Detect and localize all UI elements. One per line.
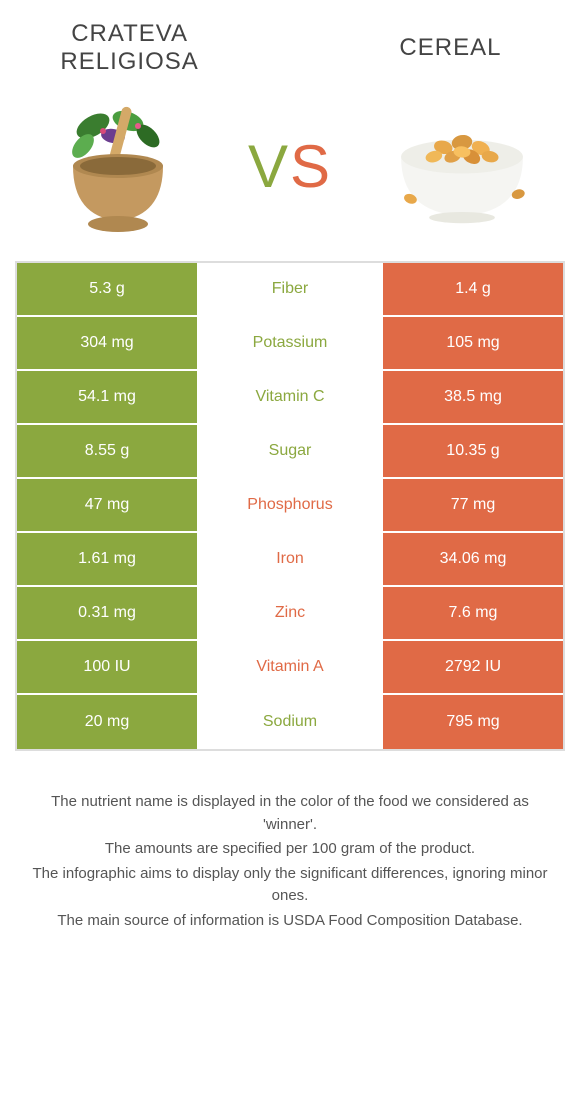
nutrient-name-cell: Zinc: [197, 587, 383, 639]
left-food-image: [43, 96, 193, 236]
images-row: VS: [15, 91, 565, 241]
vs-v: V: [248, 133, 290, 200]
nutrient-name-cell: Sodium: [197, 695, 383, 749]
left-value-cell: 0.31 mg: [17, 587, 197, 639]
footer-line-2: The amounts are specified per 100 gram o…: [25, 838, 555, 861]
mortar-pestle-icon: [43, 96, 193, 236]
left-value-cell: 47 mg: [17, 479, 197, 531]
nutrient-name-cell: Iron: [197, 533, 383, 585]
table-row: 100 IUVitamin A2792 IU: [17, 641, 563, 695]
table-row: 0.31 mgZinc7.6 mg: [17, 587, 563, 641]
table-row: 47 mgPhosphorus77 mg: [17, 479, 563, 533]
nutrient-name-cell: Vitamin A: [197, 641, 383, 693]
table-row: 20 mgSodium795 mg: [17, 695, 563, 749]
left-value-cell: 54.1 mg: [17, 371, 197, 423]
table-row: 1.61 mgIron34.06 mg: [17, 533, 563, 587]
footer-line-4: The main source of information is USDA F…: [25, 910, 555, 933]
nutrition-table: 5.3 gFiber1.4 g304 mgPotassium105 mg54.1…: [15, 261, 565, 751]
right-value-cell: 7.6 mg: [383, 587, 563, 639]
nutrient-name-cell: Phosphorus: [197, 479, 383, 531]
left-value-cell: 20 mg: [17, 695, 197, 749]
nutrient-name-cell: Fiber: [197, 263, 383, 315]
table-row: 54.1 mgVitamin C38.5 mg: [17, 371, 563, 425]
left-value-cell: 100 IU: [17, 641, 197, 693]
table-row: 304 mgPotassium105 mg: [17, 317, 563, 371]
nutrient-name-cell: Sugar: [197, 425, 383, 477]
vs-label: VS: [248, 132, 332, 201]
left-value-cell: 1.61 mg: [17, 533, 197, 585]
left-food-title: CRATEVA RELIGIOSA: [15, 20, 244, 76]
left-value-cell: 5.3 g: [17, 263, 197, 315]
table-row: 5.3 gFiber1.4 g: [17, 263, 563, 317]
table-row: 8.55 gSugar10.35 g: [17, 425, 563, 479]
left-value-cell: 304 mg: [17, 317, 197, 369]
right-value-cell: 795 mg: [383, 695, 563, 749]
right-value-cell: 38.5 mg: [383, 371, 563, 423]
right-value-cell: 77 mg: [383, 479, 563, 531]
nutrient-name-cell: Potassium: [197, 317, 383, 369]
nutrient-name-cell: Vitamin C: [197, 371, 383, 423]
right-value-cell: 1.4 g: [383, 263, 563, 315]
right-food-image: [387, 96, 537, 236]
right-value-cell: 10.35 g: [383, 425, 563, 477]
right-value-cell: 2792 IU: [383, 641, 563, 693]
footer-line-1: The nutrient name is displayed in the co…: [25, 791, 555, 836]
right-value-cell: 34.06 mg: [383, 533, 563, 585]
right-food-title: CEREAL: [336, 34, 565, 62]
footer-notes: The nutrient name is displayed in the co…: [15, 791, 565, 932]
left-value-cell: 8.55 g: [17, 425, 197, 477]
vs-s: S: [290, 133, 332, 200]
footer-line-3: The infographic aims to display only the…: [25, 863, 555, 908]
cereal-bowl-icon: [387, 101, 537, 231]
header-titles: CRATEVA RELIGIOSA CEREAL: [15, 20, 565, 76]
right-value-cell: 105 mg: [383, 317, 563, 369]
